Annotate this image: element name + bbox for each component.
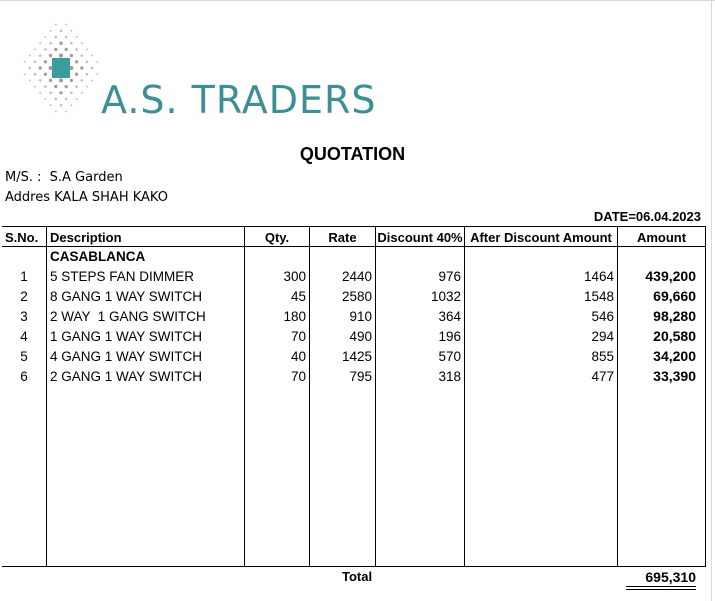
row-qty: 300 (283, 269, 306, 284)
row-sno: 1 (20, 269, 28, 284)
col-divider (309, 226, 310, 567)
total-value: 695,310 (645, 569, 696, 585)
row-amount: 439,200 (645, 268, 696, 284)
row-rate: 795 (349, 369, 372, 384)
row-sno: 6 (20, 369, 28, 384)
customer-name: S.A Garden (49, 170, 123, 185)
row-amount: 34,200 (653, 348, 696, 364)
address-label: Addres (5, 190, 50, 205)
row-after-discount: 477 (591, 369, 614, 384)
col-divider (244, 226, 245, 567)
table-body-bottom-border (2, 566, 706, 567)
row-rate: 490 (349, 329, 372, 344)
table-top-border (2, 226, 706, 227)
row-description: 8 GANG 1 WAY SWITCH (50, 289, 203, 304)
row-discount: 196 (438, 329, 461, 344)
customer-label: M/S. : (5, 170, 42, 185)
row-qty: 70 (290, 369, 306, 384)
header-qty: Qty. (264, 230, 290, 245)
row-discount: 364 (438, 309, 461, 324)
row-after-discount: 1548 (583, 289, 614, 304)
header-description: Description (50, 230, 122, 245)
row-description: 5 STEPS FAN DIMMER (50, 269, 195, 284)
row-qty: 45 (290, 289, 306, 304)
header-rate: Rate (328, 230, 357, 245)
col-divider (46, 226, 47, 567)
header-amount: Amount (636, 230, 687, 245)
row-description: 2 GANG 1 WAY SWITCH (50, 369, 203, 384)
row-amount: 98,280 (653, 308, 696, 324)
row-description: 1 GANG 1 WAY SWITCH (50, 329, 203, 344)
row-rate: 910 (349, 309, 372, 324)
table-header-border (2, 246, 706, 247)
header-sno: S.No. (5, 230, 39, 245)
header-discount: Discount 40% (377, 230, 463, 245)
row-after-discount: 855 (591, 349, 614, 364)
row-rate: 2580 (341, 289, 372, 304)
row-sno: 5 (20, 349, 28, 364)
page-title: QUOTATION (299, 144, 406, 164)
row-discount: 318 (438, 369, 461, 384)
row-discount: 1032 (430, 289, 461, 304)
col-divider (705, 226, 706, 567)
col-divider (617, 226, 618, 567)
row-discount: 570 (438, 349, 461, 364)
row-after-discount: 546 (591, 309, 614, 324)
row-description: 2 WAY 1 GANG SWITCH (50, 309, 206, 324)
section-label: CASABLANCA (50, 249, 146, 264)
row-rate: 2440 (341, 269, 372, 284)
row-rate: 1425 (341, 349, 372, 364)
row-amount: 69,660 (653, 288, 696, 304)
customer-line: M/S. : S.A Garden (5, 170, 123, 185)
address-value: KALA SHAH KAKO (54, 190, 168, 205)
row-qty: 40 (290, 349, 306, 364)
address-line: Addres KALA SHAH KAKO (5, 190, 168, 205)
total-double-underline (626, 589, 696, 590)
row-amount: 20,580 (653, 328, 696, 344)
row-description: 4 GANG 1 WAY SWITCH (50, 349, 203, 364)
row-qty: 70 (290, 329, 306, 344)
col-divider (464, 226, 465, 567)
row-sno: 4 (20, 329, 28, 344)
row-amount: 33,390 (653, 368, 696, 384)
total-label: Total (342, 569, 373, 584)
quotation-date: DATE=06.04.2023 (593, 209, 701, 224)
row-qty: 180 (283, 309, 306, 324)
sheet-top-border (0, 0, 715, 1)
company-name: A.S. TRADERS (101, 78, 377, 122)
row-sno: 2 (20, 289, 28, 304)
company-logo-icon (23, 23, 99, 113)
col-divider (375, 226, 376, 567)
sheet-right-border (711, 0, 712, 601)
row-after-discount: 294 (591, 329, 614, 344)
row-discount: 976 (438, 269, 461, 284)
header-after-discount: After Discount Amount (470, 230, 612, 245)
row-after-discount: 1464 (583, 269, 614, 284)
row-sno: 3 (20, 309, 28, 324)
total-underline (626, 586, 696, 587)
